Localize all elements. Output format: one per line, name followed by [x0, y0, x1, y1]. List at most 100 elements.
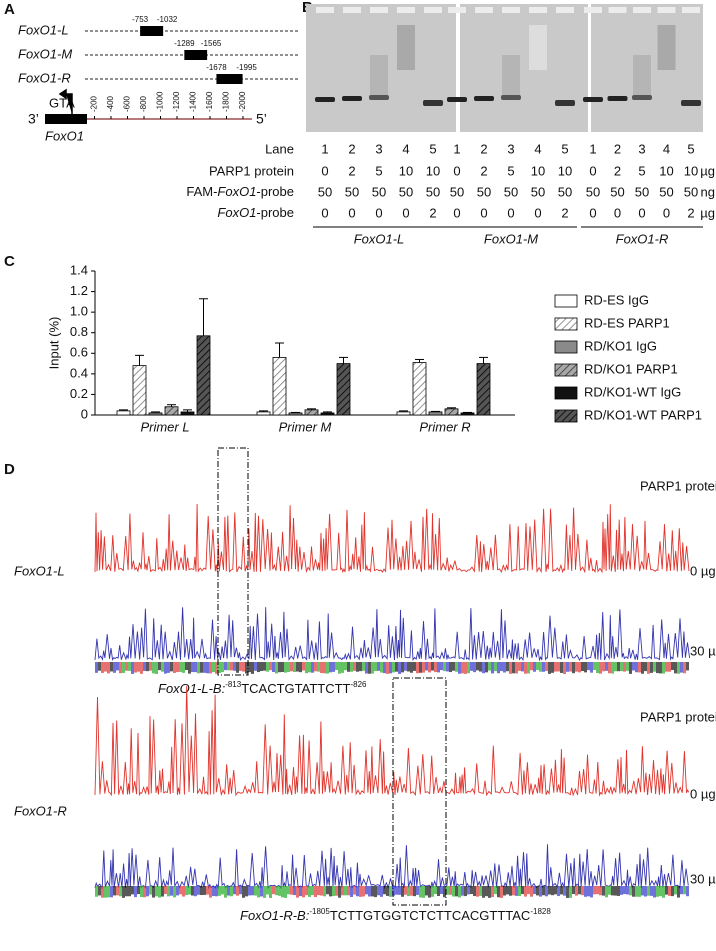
base-call [575, 886, 578, 896]
construct-end: -1032 [157, 15, 178, 24]
base-call [665, 662, 668, 672]
group-label: FoxO1-M [484, 231, 538, 246]
base-call [107, 662, 110, 674]
base-call [299, 886, 302, 896]
row-value: 10 [659, 163, 673, 178]
base-call [191, 886, 194, 896]
base-call [152, 662, 155, 674]
base-call [182, 886, 185, 897]
base-call [608, 662, 611, 674]
base-call [683, 886, 686, 895]
base-call [296, 662, 299, 672]
row-value: 3 [638, 141, 645, 156]
axis-tick-label: -800 [139, 95, 148, 112]
bar [256, 411, 271, 416]
bar [116, 410, 131, 416]
base-call [431, 662, 434, 671]
base-call [362, 886, 365, 897]
base-call [266, 886, 269, 895]
axis-tick-label: -1200 [172, 91, 181, 112]
base-call [362, 662, 365, 671]
base-call [449, 662, 452, 673]
legend-swatch [554, 294, 578, 308]
base-call [476, 662, 479, 671]
legend-swatch [554, 317, 578, 331]
base-call [434, 662, 437, 673]
base-call [536, 886, 539, 896]
base-call [602, 886, 605, 896]
base-call [668, 662, 671, 672]
base-call [200, 662, 203, 673]
base-call [242, 662, 245, 672]
base-call [359, 662, 362, 672]
row-value: 0 [402, 205, 409, 220]
gel-smear [502, 55, 520, 95]
base-call [488, 886, 491, 898]
base-call [95, 662, 98, 673]
motif-start: -813 [225, 680, 242, 689]
bar [272, 356, 287, 416]
base-call [521, 662, 524, 672]
base-call [683, 662, 686, 674]
base-call [365, 886, 368, 895]
base-call [275, 886, 278, 896]
base-call [467, 886, 470, 895]
base-call [581, 886, 584, 896]
base-call [611, 662, 614, 674]
motif: FoxO1-L-B:-813TCACTGTATTCTT-826 [158, 680, 367, 696]
motif: FoxO1-R-B:-1805TCTTGTGGTCTCTTCACGTTTAC-1… [240, 907, 551, 923]
base-call [671, 662, 674, 671]
base-call [446, 662, 449, 672]
base-call [455, 662, 458, 672]
base-call [671, 886, 674, 897]
base-call [338, 662, 341, 674]
base-call [188, 886, 191, 895]
base-call [134, 662, 137, 673]
base-call [386, 886, 389, 896]
row-value: 50 [450, 184, 464, 199]
row-value: 1 [453, 141, 460, 156]
gel-well [475, 7, 493, 13]
base-call [380, 886, 383, 897]
base-call [344, 662, 347, 671]
base-call [494, 662, 497, 672]
base-call [161, 886, 164, 897]
tss-arrow [58, 88, 73, 114]
base-call [563, 886, 566, 896]
base-call [347, 662, 350, 672]
base-call [497, 886, 500, 898]
base-call [374, 886, 377, 898]
highlight-box [217, 447, 249, 676]
axis-tick-label: -1600 [205, 91, 214, 112]
base-call [518, 886, 521, 897]
base-call [452, 662, 455, 671]
row-value: 50 [372, 184, 386, 199]
base-call [338, 886, 341, 898]
base-call [152, 886, 155, 898]
base-call [392, 886, 395, 896]
base-call [491, 886, 494, 898]
base-call [677, 886, 680, 898]
row-value: 50 [345, 184, 359, 199]
y-tick-label: 0 [81, 406, 88, 421]
construct-label: FoxO1-R [18, 70, 71, 85]
trace-name: FoxO1-R [14, 803, 67, 818]
row-value: 50 [504, 184, 518, 199]
base-call [590, 886, 593, 898]
base-call [329, 662, 332, 673]
base-call [461, 886, 464, 896]
gel-band [315, 97, 335, 102]
base-call [233, 662, 236, 671]
base-call [308, 886, 311, 897]
bar [288, 412, 303, 416]
base-call [260, 662, 263, 672]
gel-well [397, 7, 415, 13]
x-tick-label: Primer R [419, 419, 470, 434]
base-call [503, 886, 506, 896]
gel-well [424, 7, 442, 13]
base-call [548, 662, 551, 674]
base-call [617, 662, 620, 672]
base-call [125, 886, 128, 897]
base-call [416, 886, 419, 895]
